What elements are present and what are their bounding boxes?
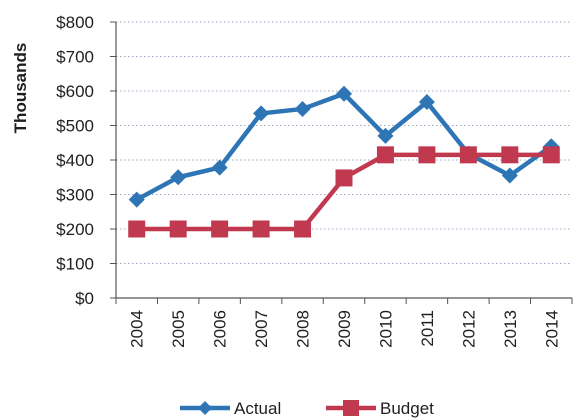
- x-tick-labels: 2004 2005 2006 2007 2008 2009 2010 2011 2012 2013…: [128, 310, 562, 348]
- series-budget: [128, 146, 560, 238]
- data-point: [542, 146, 560, 164]
- x-tick-label: 2013: [501, 310, 520, 348]
- y-tick-labels: $0 $100 $200 $300 $400 $500 $600 $700 $800: [56, 13, 94, 308]
- y-tick-label: $200: [56, 220, 94, 239]
- legend-label: Budget: [380, 399, 434, 418]
- data-point: [170, 169, 187, 186]
- legend-marker: [343, 400, 359, 416]
- y-axis-title: Thousands: [11, 43, 30, 134]
- y-tick-label: $300: [56, 186, 94, 205]
- x-tick-label: 2010: [376, 310, 395, 348]
- data-point: [211, 159, 228, 176]
- data-point: [376, 146, 394, 164]
- legend: Actual Budget: [180, 399, 434, 418]
- y-tick-label: $600: [56, 82, 94, 101]
- series-actual: [128, 85, 560, 208]
- y-tick-label: $400: [56, 151, 94, 170]
- data-point: [377, 127, 394, 144]
- data-point: [418, 146, 436, 164]
- axes: [110, 21, 573, 304]
- data-point: [501, 146, 519, 164]
- data-point: [294, 220, 312, 238]
- data-point: [169, 220, 187, 238]
- data-point: [128, 191, 145, 208]
- data-point: [252, 220, 270, 238]
- data-point: [294, 100, 311, 117]
- data-point: [459, 146, 477, 164]
- legend-item-actual: Actual: [180, 399, 281, 418]
- data-point: [501, 167, 518, 184]
- x-tick-label: 2011: [418, 310, 437, 347]
- data-point: [211, 220, 229, 238]
- data-point: [253, 105, 270, 122]
- x-tick-label: 2004: [128, 310, 147, 348]
- data-point: [418, 94, 435, 111]
- x-tick-label: 2009: [335, 310, 354, 348]
- y-tick-label: $500: [56, 117, 94, 136]
- x-tick-label: 2014: [542, 310, 561, 348]
- legend-label: Actual: [234, 399, 281, 418]
- y-tick-label: $0: [75, 289, 94, 308]
- x-tick-label: 2005: [169, 310, 188, 348]
- legend-marker: [198, 401, 212, 415]
- legend-item-budget: Budget: [326, 399, 434, 418]
- series: [128, 85, 560, 238]
- data-point: [336, 85, 352, 102]
- data-point: [128, 220, 146, 238]
- x-tick-label: 2007: [252, 310, 271, 348]
- y-tick-label: $800: [56, 13, 94, 32]
- x-tick-label: 2006: [211, 310, 230, 348]
- data-point: [335, 169, 353, 187]
- y-tick-label: $700: [56, 48, 94, 67]
- x-tick-label: 2008: [294, 310, 313, 348]
- y-tick-label: $100: [56, 255, 94, 274]
- x-tick-label: 2012: [459, 310, 478, 348]
